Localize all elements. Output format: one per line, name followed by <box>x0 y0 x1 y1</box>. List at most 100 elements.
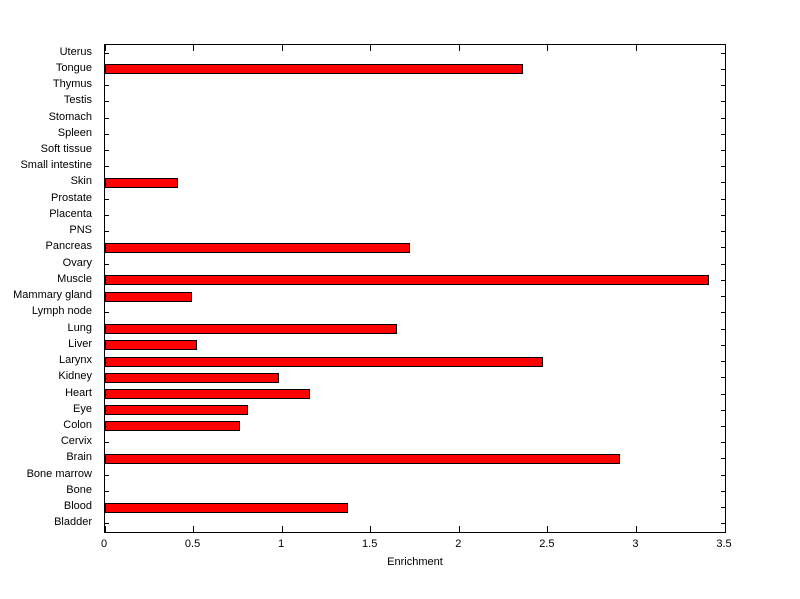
y-tick-mark <box>105 442 109 444</box>
y-tick-label: PNS <box>69 224 92 237</box>
bar <box>105 453 620 464</box>
y-tick-mark <box>105 490 109 492</box>
bar <box>105 340 197 351</box>
x-tick-mark <box>547 45 549 51</box>
y-tick-label: Blood <box>63 500 92 513</box>
y-tick-label: Skin <box>70 175 92 188</box>
y-tick-mark <box>105 474 109 476</box>
y-tick-label: Small intestine <box>20 159 92 172</box>
bar <box>105 372 279 383</box>
x-tick-label: 0.5 <box>184 538 201 550</box>
y-tick-label: Colon <box>63 418 92 431</box>
y-tick-mark <box>721 523 725 525</box>
y-tick-mark <box>721 52 725 54</box>
y-tick-mark <box>105 101 109 103</box>
x-tick-mark <box>724 526 726 532</box>
y-tick-mark <box>105 133 109 135</box>
y-tick-label: Muscle <box>57 272 92 285</box>
y-tick-mark <box>721 458 725 460</box>
y-tick-mark <box>105 150 109 152</box>
y-tick-label: Brain <box>66 451 92 464</box>
y-tick-mark <box>721 166 725 168</box>
x-tick-label: 1 <box>278 538 285 550</box>
bar <box>105 291 192 302</box>
y-tick-mark <box>721 247 725 249</box>
y-tick-label: Uterus <box>59 45 92 58</box>
x-tick-label: 0 <box>100 538 108 550</box>
y-tick-mark <box>721 490 725 492</box>
y-tick-mark <box>105 214 109 216</box>
y-tick-mark <box>721 361 725 363</box>
x-tick-mark <box>105 526 106 532</box>
y-tick-mark <box>721 263 725 265</box>
y-axis-labels: Uterus Tongue Thymus Testis Stomach Spleen Sof… <box>0 44 98 533</box>
y-tick-mark <box>721 117 725 119</box>
x-axis-title: Enrichment <box>387 556 443 568</box>
y-tick-mark <box>721 214 725 216</box>
y-tick-mark <box>721 507 725 509</box>
bar <box>105 502 348 513</box>
y-tick-mark <box>721 231 725 233</box>
y-tick-label: Spleen <box>57 126 92 139</box>
bar <box>105 275 709 286</box>
y-tick-label: Prostate <box>51 191 92 204</box>
y-tick-mark <box>721 425 725 427</box>
y-tick-mark <box>721 328 725 330</box>
y-tick-mark <box>721 85 725 87</box>
y-tick-mark <box>105 166 109 168</box>
x-tick-label: 3.5 <box>716 538 732 550</box>
y-tick-mark <box>721 344 725 346</box>
x-tick-mark <box>193 526 195 532</box>
y-tick-label: Liver <box>68 337 92 350</box>
y-tick-label: Cervix <box>60 435 92 448</box>
y-tick-label: Testis <box>63 94 92 107</box>
y-tick-mark <box>721 133 725 135</box>
y-tick-label: Ovary <box>62 256 92 269</box>
y-tick-mark <box>721 68 725 70</box>
y-tick-label: Bone marrow <box>26 467 92 480</box>
y-tick-mark <box>721 393 725 395</box>
bar <box>105 356 543 367</box>
x-tick-mark <box>635 526 637 532</box>
y-tick-label: Bone <box>66 483 92 496</box>
x-tick-mark <box>193 45 195 51</box>
y-tick-mark <box>721 312 725 314</box>
x-tick-mark <box>281 45 283 51</box>
bar <box>105 421 240 432</box>
y-tick-label: Tongue <box>55 61 92 74</box>
y-tick-label: Eye <box>73 402 92 415</box>
y-tick-mark <box>721 150 725 152</box>
bar <box>105 177 178 188</box>
y-tick-label: Stomach <box>48 110 92 123</box>
x-tick-mark <box>105 45 106 51</box>
y-tick-mark <box>105 198 109 200</box>
y-tick-mark <box>721 279 725 281</box>
y-tick-label: Bladder <box>54 516 92 529</box>
bar <box>105 324 397 335</box>
y-tick-mark <box>105 117 109 119</box>
x-tick-label: 1.5 <box>362 538 378 550</box>
y-tick-label: Pancreas <box>45 240 92 253</box>
x-tick-mark <box>458 45 460 51</box>
x-tick-mark <box>370 526 372 532</box>
y-tick-label: Mammary gland <box>13 289 92 302</box>
y-tick-mark <box>721 377 725 379</box>
bar <box>105 242 410 253</box>
x-tick-mark <box>635 45 637 51</box>
bar <box>105 389 310 400</box>
y-tick-label: Larynx <box>58 354 92 367</box>
y-tick-mark <box>105 263 109 265</box>
y-tick-mark <box>721 101 725 103</box>
x-axis-tick-labels: 0 0.5 1 1.5 2 2.5 3 3.5 <box>101 538 732 552</box>
y-tick-mark <box>105 523 109 525</box>
y-tick-label: Soft tissue <box>40 143 92 156</box>
x-tick-mark <box>370 45 372 51</box>
bar <box>105 64 523 75</box>
y-tick-mark <box>721 409 725 411</box>
y-tick-mark <box>105 52 109 54</box>
x-tick-label: 2 <box>455 538 462 550</box>
y-tick-mark <box>721 442 725 444</box>
y-tick-label: Lymph node <box>31 305 92 318</box>
plot-area <box>104 44 726 533</box>
y-tick-label: Kidney <box>58 370 92 383</box>
